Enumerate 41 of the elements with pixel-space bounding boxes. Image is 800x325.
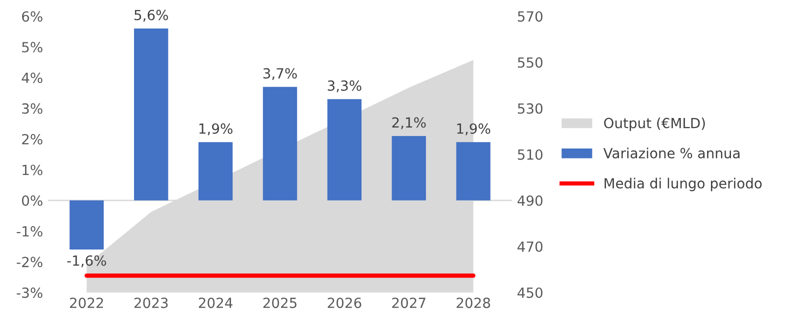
legend-label: Variazione % annua [603,148,740,158]
x-tick-label: 2028 [456,298,490,308]
bar [392,136,426,200]
data-label: 2,1% [392,117,426,130]
y2-tick-label: 570 [518,11,542,22]
y-tick-label: 6% [22,11,42,22]
legend-label: Output (€MLD) [604,118,705,131]
data-label: 1,9% [199,123,232,136]
y2-tick-label: 550 [518,57,542,68]
y2-tick-label: 450 [518,287,542,298]
data-label: 3,3% [328,80,362,92]
y2-tick-label: 490 [518,195,542,206]
bar [456,142,490,200]
x-tick-label: 2027 [392,298,426,308]
y2-tick-label: 530 [518,103,542,114]
y-tick-label: -3% [16,287,42,298]
y-tick-label: -1% [16,226,42,237]
y-tick-label: 5% [22,42,42,52]
y-tick-label: 1% [22,164,42,176]
bar [327,99,362,200]
x-tick-label: 2022 [70,298,103,308]
x-tick-label: 2023 [134,298,168,308]
y2-tick-label: 470 [518,241,542,252]
y-tick-label: -2% [16,256,42,268]
bar [198,142,233,200]
y-tick-label: 0% [22,195,42,206]
x-tick-label: 2025 [263,298,296,308]
y2-tick-label: 510 [518,149,542,160]
y-tick-label: 2% [22,134,42,144]
legend-label: Media di lungo periodo [604,178,762,192]
data-label: 5,6% [134,10,168,22]
bar [70,200,104,250]
y-tick-label: 4% [22,72,42,84]
data-label: 3,7% [263,68,297,80]
bar [262,86,298,200]
data-label: -1,6% [67,255,106,268]
y-tick-label: 3% [22,103,42,114]
x-tick-label: 2024 [198,298,232,308]
bar [134,28,168,200]
data-label: 1,9% [457,123,490,136]
x-tick-label: 2026 [328,298,362,308]
